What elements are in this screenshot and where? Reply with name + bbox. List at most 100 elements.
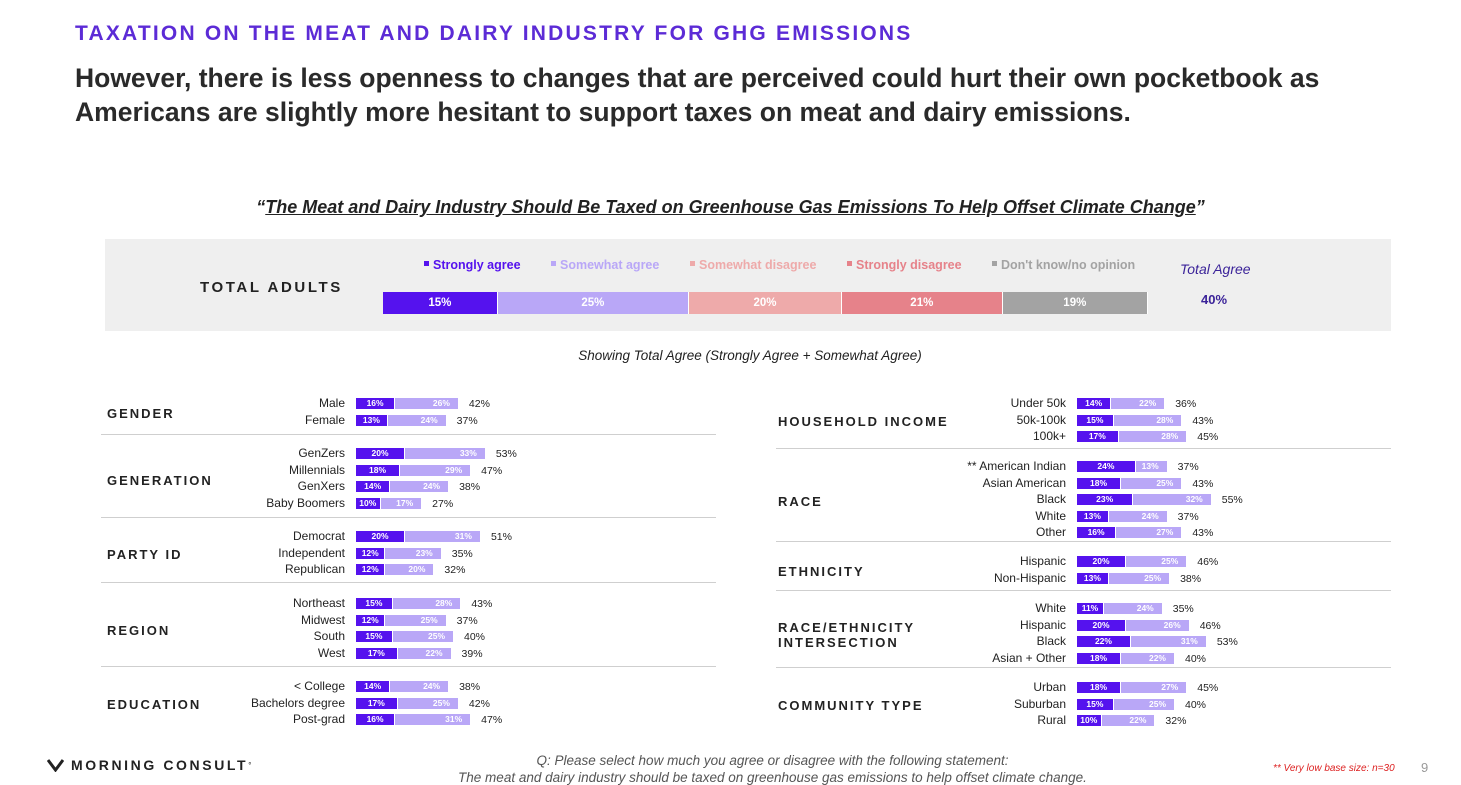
- row-total: 37%: [1177, 461, 1199, 473]
- total-segment-strongly-agree: 15%: [383, 292, 498, 314]
- row-bar: 14% 22%: [1077, 398, 1166, 409]
- row-total: 38%: [459, 681, 481, 693]
- total-adults-panel: [105, 239, 1391, 331]
- group-separator: [776, 541, 1391, 542]
- page-headline: However, there is less openness to chang…: [75, 63, 1320, 127]
- legend-strongly-agree: Strongly agree: [424, 258, 521, 272]
- category-label-line: GENDER: [107, 406, 175, 422]
- row-label: Asian American: [982, 475, 1066, 490]
- row-label: Other: [1035, 525, 1066, 540]
- bar-segment-somewhat-agree: 26%: [1126, 619, 1190, 631]
- bar-segment-somewhat-agree: 13%: [1135, 461, 1168, 472]
- row-total: 42%: [468, 398, 490, 410]
- row-total: 43%: [471, 598, 493, 610]
- question-line-1: Q: Please select how much you agree or d…: [536, 753, 1009, 768]
- row-label: Millennials: [288, 462, 345, 477]
- row-bar: 10% 22%: [1077, 715, 1156, 727]
- quote-close: ”: [1195, 197, 1205, 217]
- legend-label: Strongly agree: [433, 258, 521, 272]
- bar-segment-somewhat-agree: 33%: [405, 448, 486, 459]
- legend-strongly-disagree: Strongly disagree: [847, 258, 962, 272]
- bar-segment-strongly-agree: 17%: [356, 647, 398, 659]
- row-label: Black: [1036, 634, 1066, 649]
- row-bar: 15% 25%: [1077, 698, 1175, 710]
- row-total: 39%: [461, 647, 483, 660]
- bar-segment-somewhat-agree: 28%: [392, 598, 462, 609]
- row-bar: 16% 26%: [356, 398, 459, 409]
- row-label: Suburban: [1013, 696, 1066, 711]
- row-label: South: [313, 629, 345, 644]
- bar-segment-somewhat-agree: 28%: [1113, 414, 1183, 426]
- bar-segment-strongly-agree: 18%: [1077, 477, 1122, 489]
- row-bar: 22% 31%: [1077, 636, 1207, 648]
- bar-segment-somewhat-agree: 25%: [1121, 477, 1183, 489]
- bar-segment-strongly-agree: 15%: [1077, 414, 1114, 426]
- row-label: Male: [318, 396, 345, 410]
- row-bar: 15% 28%: [356, 598, 462, 609]
- row-bar: 17% 25%: [356, 697, 459, 709]
- bar-segment-strongly-agree: 17%: [356, 697, 398, 709]
- quote-text: The Meat and Dairy Industry Should Be Ta…: [265, 197, 1196, 217]
- bar-segment-somewhat-agree: 22%: [1111, 398, 1166, 409]
- total-agree-value: 40%: [1201, 292, 1228, 307]
- row-bar: 17% 22%: [356, 647, 452, 659]
- legend-somewhat-disagree: Somewhat disagree: [690, 258, 816, 272]
- legend-label: Somewhat agree: [560, 258, 660, 272]
- row-total: 32%: [1165, 715, 1187, 728]
- row-bar: 24% 13%: [1077, 461, 1168, 472]
- row-label: Rural: [1037, 713, 1066, 728]
- section-kicker: TAXATION ON THE MEAT AND DAIRY INDUSTRY …: [75, 22, 913, 45]
- bar-segment-strongly-agree: 18%: [1077, 682, 1122, 693]
- row-bar: 17% 28%: [1077, 431, 1188, 443]
- row-label: Bachelors degree: [250, 695, 345, 710]
- bar-segment-somewhat-agree: 23%: [385, 547, 442, 559]
- bar-segment-strongly-agree: 12%: [356, 564, 386, 576]
- category-label-line: HOUSEHOLD INCOME: [778, 414, 949, 430]
- row-total: 42%: [468, 697, 490, 710]
- bar-segment-somewhat-agree: 31%: [395, 714, 472, 726]
- row-bar: 18% 25%: [1077, 477, 1183, 489]
- row-label: Non-Hispanic: [993, 570, 1066, 585]
- bar-segment-strongly-agree: 15%: [356, 631, 393, 643]
- legend-somewhat-agree: Somewhat agree: [551, 258, 659, 272]
- row-label: 100k+: [1032, 429, 1066, 444]
- bar-segment-somewhat-agree: 24%: [390, 481, 450, 493]
- total-adults-bar: 15% 25% 20% 21% 19%: [383, 292, 1148, 314]
- bar-segment-somewhat-agree: 31%: [405, 531, 481, 542]
- legend-swatch: [690, 261, 695, 267]
- row-total: 37%: [456, 414, 478, 427]
- row-bar: 15% 28%: [1077, 414, 1183, 426]
- row-label: ** American Indian: [967, 459, 1066, 473]
- bar-segment-strongly-agree: 20%: [356, 448, 405, 459]
- row-bar: 18% 27%: [1077, 682, 1188, 693]
- row-total: 51%: [490, 531, 512, 543]
- row-bar: 20% 25%: [1077, 556, 1188, 567]
- category-label-line: RACE: [778, 494, 823, 509]
- bar-segment-somewhat-agree: 24%: [390, 681, 450, 692]
- bar-segment-somewhat-agree: 17%: [380, 497, 423, 509]
- group-separator: [101, 582, 716, 583]
- legend-swatch: [992, 261, 997, 267]
- row-label: Asian + Other: [992, 650, 1066, 665]
- category-label-line: RACE/ETHNICITY: [778, 620, 916, 636]
- bar-segment-somewhat-agree: 24%: [1103, 603, 1163, 614]
- total-segment-strongly-disagree: 21%: [842, 292, 1003, 314]
- row-label: Republican: [284, 562, 345, 577]
- total-segment-somewhat-disagree: 20%: [689, 292, 842, 314]
- bar-segment-somewhat-agree: 25%: [1126, 556, 1188, 567]
- bar-segment-strongly-agree: 13%: [356, 414, 388, 426]
- row-total: 37%: [456, 614, 478, 627]
- category-label: PARTY ID: [107, 547, 182, 562]
- row-total: 35%: [1172, 603, 1194, 615]
- group-separator: [101, 517, 716, 518]
- row-total: 40%: [464, 631, 486, 644]
- row-total: 27%: [432, 497, 454, 510]
- row-total: 32%: [444, 564, 466, 577]
- bar-segment-strongly-agree: 18%: [356, 464, 401, 476]
- bar-segment-strongly-agree: 15%: [356, 598, 393, 609]
- bar-segment-strongly-agree: 14%: [356, 681, 391, 692]
- row-bar: 18% 29%: [356, 464, 472, 476]
- logo-text: MORNING CONSULT: [71, 757, 249, 773]
- row-total: 40%: [1185, 652, 1207, 665]
- row-total: 36%: [1175, 398, 1197, 410]
